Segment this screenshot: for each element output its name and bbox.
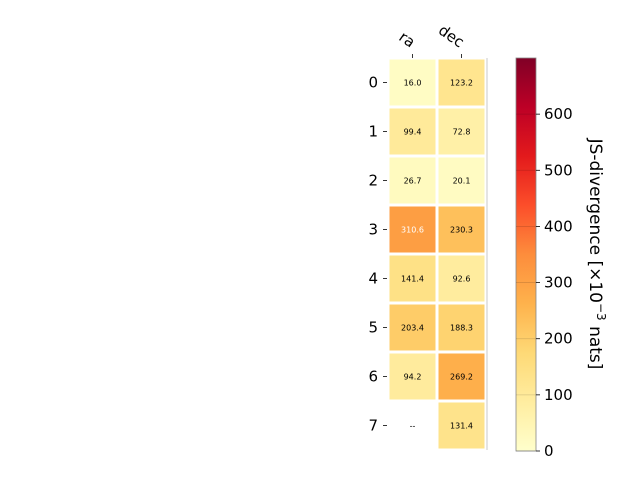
- cell-value-label: 92.6: [453, 275, 471, 284]
- y-tick-label: 1: [368, 123, 378, 141]
- y-tick-label: 7: [368, 417, 378, 435]
- colorbar-tick-label: 400: [544, 217, 573, 235]
- colorbar-tick-label: 600: [544, 105, 573, 123]
- cell-value-label: 123.2: [450, 79, 473, 88]
- colorbar-gradient: [515, 57, 537, 452]
- cell-value-label: 99.4: [404, 128, 422, 137]
- y-axis-ticks: 0 1 2 3 4 5 6 7: [368, 74, 387, 435]
- cell-value-label: 72.8: [453, 128, 471, 137]
- cell-value-label: 188.3: [450, 324, 473, 333]
- x-tick-label: ra: [396, 28, 419, 52]
- colorbar-tick-label: 300: [544, 274, 573, 292]
- cell-value-label: --: [410, 422, 416, 431]
- heatmap-cell: [435, 105, 488, 158]
- colorbar: [515, 57, 537, 452]
- heatmap-cell: [435, 399, 488, 452]
- x-axis-ticks: ra dec: [396, 21, 468, 58]
- cell-value-label: 141.4: [401, 275, 424, 284]
- y-tick-label: 4: [368, 270, 378, 288]
- y-tick-label: 2: [368, 172, 378, 190]
- cell-value-label: 269.2: [450, 373, 473, 382]
- y-tick-label: 5: [368, 319, 378, 337]
- y-tick-label: 3: [368, 221, 378, 239]
- y-tick-label: 0: [368, 74, 378, 92]
- colorbar-tick-label: 100: [544, 386, 573, 404]
- heatmap-cell: [435, 154, 488, 207]
- colorbar-tick-label: 500: [544, 161, 573, 179]
- cell-value-label: 203.4: [401, 324, 424, 333]
- cell-value-label: 16.0: [404, 79, 422, 88]
- heatmap-cell: [435, 252, 488, 305]
- colorbar-tick-label: 0: [544, 442, 554, 460]
- heatmap-grid: 16.0 123.2 99.4 72.8 26.7 20.1 310.6 230.3 141.4…: [386, 56, 488, 452]
- colorbar-ticks: 0 100 200 300 400 500 600: [516, 105, 573, 460]
- heatmap-cell: [435, 203, 488, 256]
- cell-value-label: 26.7: [404, 177, 422, 186]
- colorbar-tick-label: 200: [544, 330, 573, 348]
- cell-value-label: 20.1: [453, 177, 471, 186]
- cell-value-label: 94.2: [404, 373, 422, 382]
- x-tick-label: dec: [435, 21, 467, 51]
- colorbar-label: JS-divergence [×10−3 nats]: [585, 138, 608, 370]
- cell-value-label: 310.6: [401, 226, 424, 235]
- cell-value-label: 131.4: [450, 422, 473, 431]
- cell-value-label: 230.3: [450, 226, 473, 235]
- y-tick-label: 6: [368, 368, 378, 386]
